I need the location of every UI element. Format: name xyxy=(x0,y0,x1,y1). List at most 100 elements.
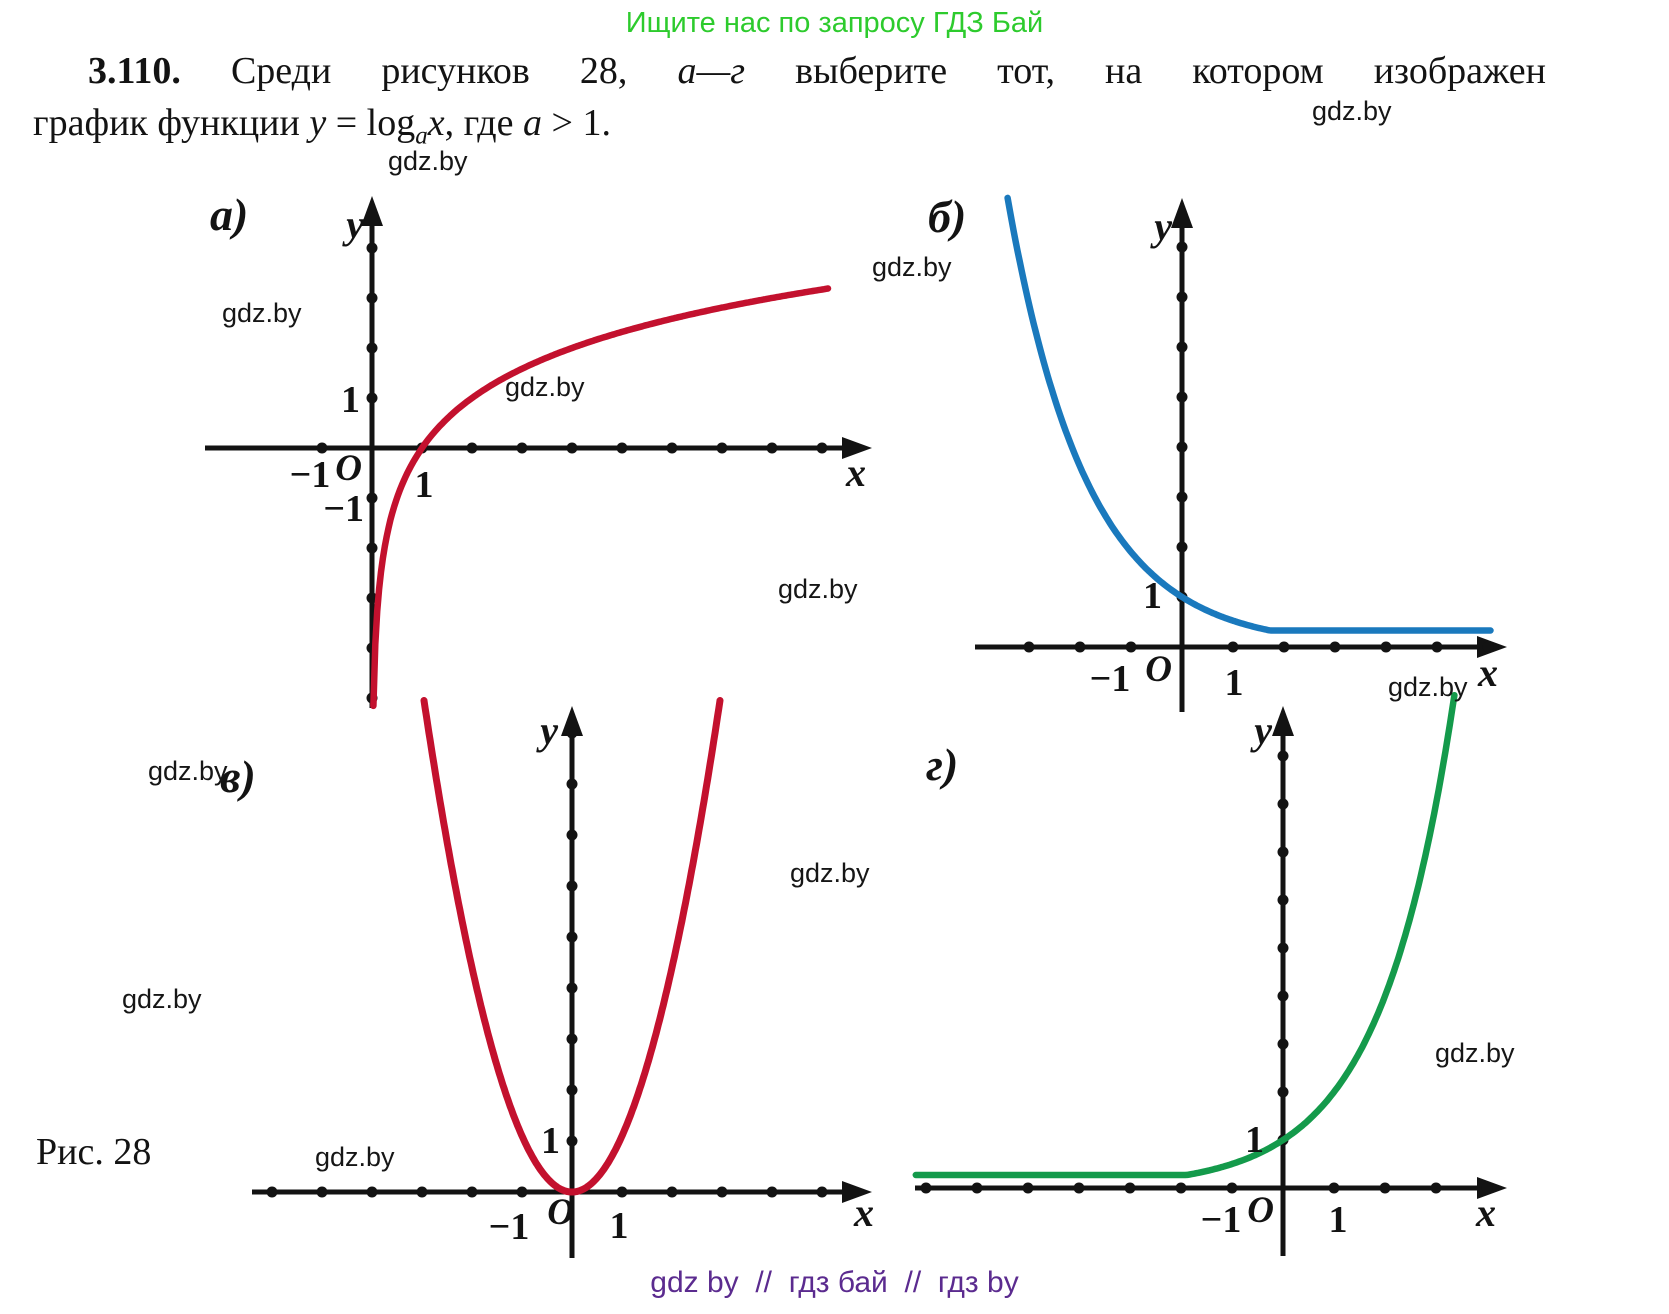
y-tick-dot xyxy=(566,1033,578,1045)
math-var-x: x xyxy=(427,102,445,144)
problem-text: выберите тот, на котором изображен xyxy=(745,50,1546,92)
x-tick-dot xyxy=(466,442,478,454)
x-tick-dot xyxy=(316,442,328,454)
math-log-base: a xyxy=(415,122,428,150)
y-tick-dot xyxy=(1176,391,1188,403)
y-tick-dot xyxy=(566,1135,578,1147)
tick-label: 1 xyxy=(1329,1199,1348,1241)
x-tick-dot xyxy=(566,442,578,454)
y-tick-dot xyxy=(566,880,578,892)
panel-label-b: б) xyxy=(928,191,967,242)
site-banner: Ищите нас по запросу ГДЗ Бай xyxy=(625,7,1044,39)
math-var-a: a xyxy=(523,102,543,144)
x-tick-dot xyxy=(416,1186,428,1198)
x-tick-dot xyxy=(1278,641,1290,653)
tick-label: 1 xyxy=(541,1120,560,1162)
tick-label: −1 xyxy=(323,488,364,530)
x-tick-dot xyxy=(766,1186,778,1198)
y-tick-dot xyxy=(1277,846,1289,858)
x-tick-dot xyxy=(666,442,678,454)
y-tick-dot xyxy=(1176,291,1188,303)
y-tick-dot xyxy=(1277,894,1289,906)
x-tick-dot xyxy=(716,442,728,454)
x-tick-dot xyxy=(716,1186,728,1198)
panel-label-v: в) xyxy=(220,751,256,802)
watermark: gdz.by xyxy=(1435,1038,1515,1068)
y-tick-dot xyxy=(366,242,378,254)
problem-text: график функции xyxy=(33,102,310,144)
y-tick-dot xyxy=(566,829,578,841)
y-tick-dot xyxy=(1176,441,1188,453)
tick-label: −1 xyxy=(1201,1199,1242,1241)
x-tick-dot xyxy=(516,1186,528,1198)
axis-label: x xyxy=(853,1190,874,1235)
y-tick-dot xyxy=(566,1084,578,1096)
function-curve xyxy=(370,285,832,710)
x-tick-dot xyxy=(616,1186,628,1198)
y-tick-dot xyxy=(1277,750,1289,762)
origin-label: O xyxy=(547,1192,574,1233)
tick-label: 1 xyxy=(415,464,434,506)
x-axis-arrow-icon xyxy=(842,437,872,459)
footer-watermark: gdz by // гдз бай // гдз by xyxy=(650,1266,1019,1299)
y-tick-dot xyxy=(566,727,578,739)
y-tick-dot xyxy=(366,392,378,404)
y-tick-dot xyxy=(1176,491,1188,503)
y-tick-dot xyxy=(366,342,378,354)
x-tick-dot xyxy=(1430,1182,1442,1194)
problem-number: 3.110. xyxy=(88,50,181,92)
x-tick-dot xyxy=(1124,1182,1136,1194)
axis-label: x xyxy=(845,450,866,495)
x-tick-dot xyxy=(1226,1182,1238,1194)
watermark: gdz.by xyxy=(790,858,870,888)
y-tick-dot xyxy=(1176,541,1188,553)
watermark: gdz.by xyxy=(315,1142,395,1172)
y-axis-arrow-icon xyxy=(361,196,383,226)
watermark: gdz.by xyxy=(148,756,228,786)
graph-b-decreasing-exponential: y x O 1 −1 1 xyxy=(975,194,1507,712)
axis-label: y xyxy=(536,708,558,753)
x-tick-dot xyxy=(1023,641,1035,653)
origin-label: O xyxy=(335,448,362,489)
origin-label: O xyxy=(1247,1190,1274,1231)
x-tick-dot xyxy=(1074,641,1086,653)
function-curve xyxy=(912,691,1458,1179)
y-tick-dot xyxy=(566,982,578,994)
problem-text: Среди рисунков 28, xyxy=(180,50,678,92)
x-tick-dot xyxy=(816,1186,828,1198)
watermark: gdz.by xyxy=(1312,96,1392,126)
x-tick-dot xyxy=(516,442,528,454)
x-tick-dot xyxy=(766,442,778,454)
y-tick-dot xyxy=(1277,798,1289,810)
y-tick-dot xyxy=(1277,942,1289,954)
panel-label-a: а) xyxy=(210,189,249,240)
panel-label-g: г) xyxy=(926,739,959,790)
axis-label: x xyxy=(1477,650,1498,695)
x-tick-dot xyxy=(1227,641,1239,653)
tick-label: −1 xyxy=(489,1206,530,1248)
tick-label: 1 xyxy=(1245,1119,1264,1161)
x-tick-dot xyxy=(1175,1182,1187,1194)
x-tick-dot xyxy=(1125,641,1137,653)
x-tick-dot xyxy=(1329,641,1341,653)
x-tick-dot xyxy=(920,1182,932,1194)
figure-range: а—г xyxy=(677,50,746,92)
y-tick-dot xyxy=(1176,241,1188,253)
problem-statement-line1: 3.110. Среди рисунков 28, а—г выберите т… xyxy=(88,49,1546,93)
problem-statement-line2: график функции y = logax, где a > 1. xyxy=(33,101,611,149)
watermark: gdz.by xyxy=(222,298,302,328)
watermark: gdz.by xyxy=(505,372,585,402)
x-tick-dot xyxy=(466,1186,478,1198)
tick-label: −1 xyxy=(1090,658,1131,700)
tick-label: 1 xyxy=(341,379,360,421)
x-tick-dot xyxy=(1431,641,1443,653)
x-tick-dot xyxy=(366,1186,378,1198)
y-axis-arrow-icon xyxy=(1272,706,1294,736)
watermark: gdz.by xyxy=(872,252,952,282)
origin-label: O xyxy=(1145,649,1172,690)
y-tick-dot xyxy=(366,292,378,304)
